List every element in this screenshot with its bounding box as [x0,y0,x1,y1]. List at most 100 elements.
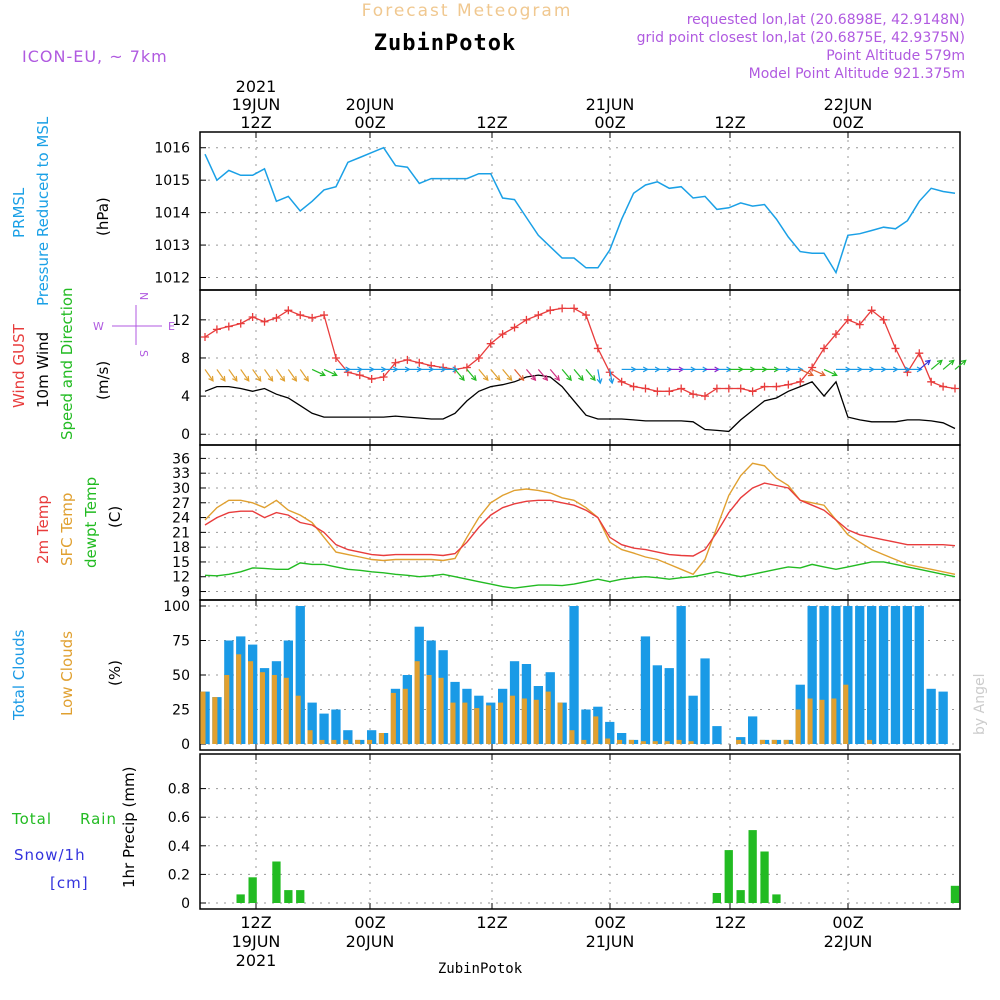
wind-gust-point [510,323,519,332]
wind-direction-arrowhead [924,359,931,366]
wind-direction-arrow [252,369,262,382]
wind-direction-arrowhead [303,375,309,382]
wind-direction-arrowhead [819,370,826,377]
rain-bar [272,861,281,903]
wind-direction-arrowhead [471,375,477,382]
bottom-axis-hour: 00Z [594,913,625,932]
wind-direction-arrow [561,369,572,381]
wind-direction-arrowhead [608,378,615,385]
wind-direction-arrow [799,368,814,376]
y-tick-label: 8 [181,351,190,367]
wind-direction-arrowhead [220,375,226,382]
wind-direction-arrowhead [807,370,815,377]
total-cloud-bar [617,733,627,744]
y-tick-label: 15 [172,555,190,571]
wind-gust-point [534,311,543,320]
low-cloud-bar [402,688,408,744]
total-cloud-bar [688,695,698,744]
low-cloud-bar [819,699,825,744]
temp-labels: 2m Temp SFC Temp dewpt Temp (C) [34,477,124,568]
rain-bar [296,890,305,903]
wind-gust-point [581,311,590,320]
precip-unit: 1hr Precip (mm) [120,767,138,888]
top-axis-hour: 00Z [832,113,863,132]
compass-east: E [168,320,175,333]
wind-direction-arrow [942,359,955,370]
top-axis-date: 21JUN [586,95,635,114]
wind-direction-arrowhead [542,375,549,382]
wind-direction-arrowhead [578,375,584,382]
wind-gust-point [701,392,709,401]
y-tick-label: 0 [181,737,190,753]
wind-speed-line [204,374,956,433]
wind-direction-arrow [204,369,214,382]
wind-gust-point [558,304,567,313]
wind-gust-point [748,387,757,396]
y-tick-label: 0.4 [168,839,190,855]
wind-direction-arrow [823,368,837,376]
y-tick-label: 9 [181,585,190,601]
wind-gust-point [891,344,900,353]
wind-gust-point [379,373,388,382]
wind-gust-point [403,355,412,364]
y-tick-label: 0 [181,427,190,443]
low-cloud-bar [557,702,563,744]
pressure-panel-frame [199,131,961,291]
rain-bar [736,890,745,903]
cloud-label-total: Total Clouds [10,629,28,721]
total-cloud-bar [605,721,615,744]
data-marks [200,146,967,903]
total-cloud-bar [712,726,722,744]
low-cloud-bar [378,733,384,744]
wind-direction-arrowhead [208,375,214,382]
location-title: ZubinPotok [374,31,516,56]
rain-bar [248,877,257,903]
total-cloud-bar [926,688,936,744]
wind-gust-point [236,319,245,328]
top-axis-hour: 00Z [354,113,385,132]
y-tick-label: 36 [172,451,190,467]
grid-lines [200,132,960,909]
top-axis-year: 2021 [236,77,277,96]
wind-gust-point [320,311,329,320]
bottom-axis-hour: 00Z [832,913,863,932]
wind-direction-arrowhead [291,375,298,382]
wind-gust-point [498,330,507,339]
wind-gust-point [879,315,888,324]
low-cloud-bar [212,697,218,744]
compass-north: N [137,292,150,300]
total-cloud-bar [819,606,829,744]
y-tick-label: 1015 [154,173,190,189]
wind-gust-point [367,374,376,383]
low-cloud-bar [545,691,551,744]
total-cloud-bar [367,730,377,744]
temp-dewpt-line [204,561,956,589]
low-cloud-bar [390,692,396,744]
low-cloud-bar [319,739,325,744]
wind-gust-point [831,330,840,339]
wind-direction-arrow [549,369,560,381]
low-cloud-bar [593,716,599,744]
total-cloud-bar [676,606,686,744]
bottom-axis-date: 19JUN [232,932,281,951]
compass-west: W [93,320,104,333]
low-cloud-bar [331,739,337,744]
wind-gust-point [677,384,686,393]
wind-gust-point [808,363,817,372]
low-cloud-bar [426,675,432,744]
wind-direction-arrow [811,368,826,376]
y-tick-label: 0.2 [168,867,190,883]
top-axis-hour: 12Z [240,113,271,132]
wind-direction-arrow [954,359,967,370]
precip-labels: Total Rain Snow/1h [cm] 1hr Precip (mm) [11,767,138,892]
wind-gust-point [629,382,638,391]
wind-direction-arrow [264,369,274,382]
y-axes: 1012101310141015101604812912151821242730… [154,141,206,912]
top-title: Forecast Meteogram [362,1,573,21]
pressure-labels: PRMSL Pressure Reduced to MSL (hPa) [10,116,112,306]
pressure-unit: (hPa) [94,197,112,236]
wind-gust-point [224,322,233,331]
y-tick-label: 21 [172,525,190,541]
wind-gust-point [355,371,364,380]
